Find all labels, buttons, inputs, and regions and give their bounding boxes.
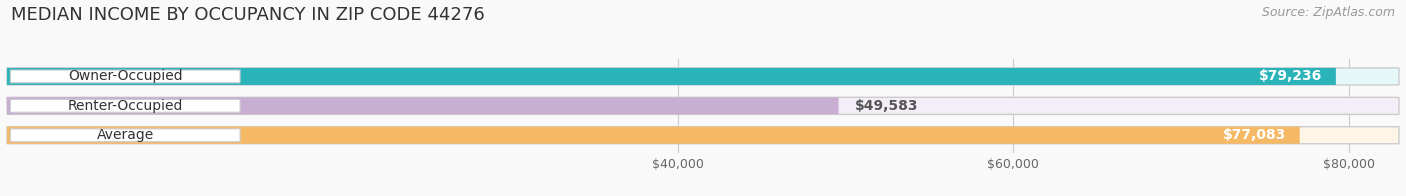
Text: $49,583: $49,583 xyxy=(855,99,920,113)
FancyBboxPatch shape xyxy=(10,129,240,142)
Text: Owner-Occupied: Owner-Occupied xyxy=(67,69,183,83)
Text: $79,236: $79,236 xyxy=(1260,69,1323,83)
Text: MEDIAN INCOME BY OCCUPANCY IN ZIP CODE 44276: MEDIAN INCOME BY OCCUPANCY IN ZIP CODE 4… xyxy=(11,6,485,24)
FancyBboxPatch shape xyxy=(7,97,1399,114)
FancyBboxPatch shape xyxy=(7,97,838,114)
FancyBboxPatch shape xyxy=(10,99,240,112)
FancyBboxPatch shape xyxy=(7,68,1336,85)
FancyBboxPatch shape xyxy=(10,70,240,83)
FancyBboxPatch shape xyxy=(7,127,1399,144)
FancyBboxPatch shape xyxy=(7,127,1299,144)
Text: Renter-Occupied: Renter-Occupied xyxy=(67,99,183,113)
FancyBboxPatch shape xyxy=(7,68,1399,85)
Text: Source: ZipAtlas.com: Source: ZipAtlas.com xyxy=(1261,6,1395,19)
Text: Average: Average xyxy=(97,128,153,142)
Text: $77,083: $77,083 xyxy=(1223,128,1286,142)
